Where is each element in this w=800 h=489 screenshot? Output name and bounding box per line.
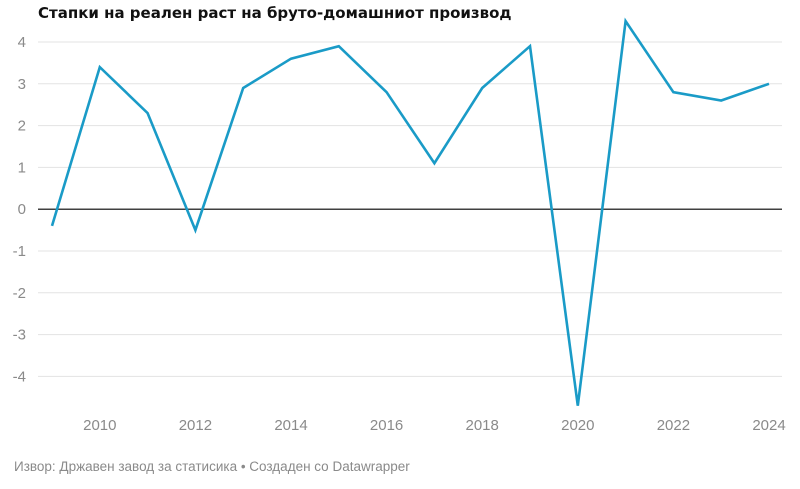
x-tick-label: 2024 xyxy=(752,417,785,434)
x-tick-label: 2018 xyxy=(466,417,499,434)
data-points xyxy=(51,21,770,406)
y-tick-label: -1 xyxy=(13,243,26,260)
x-tick-label: 2022 xyxy=(657,417,690,434)
y-tick-label: -2 xyxy=(13,285,26,302)
chart-title: Стапки на реален раст на бруто-домашниот… xyxy=(38,4,512,22)
y-tick-label: 1 xyxy=(18,159,26,176)
y-tick-label: -3 xyxy=(13,327,26,344)
x-axis-tick-labels: 2010 2012 2014 2016 2018 2020 2022 2024 xyxy=(83,417,786,434)
y-tick-label: 4 xyxy=(18,34,26,51)
x-tick-label: 2016 xyxy=(370,417,403,434)
x-tick-label: 2014 xyxy=(274,417,307,434)
x-tick-label: 2010 xyxy=(83,417,116,434)
y-axis-tick-labels: 4 3 2 1 0 -1 -2 -3 -4 xyxy=(13,34,26,385)
y-tick-label: 0 xyxy=(18,201,26,218)
x-tick-label: 2012 xyxy=(179,417,212,434)
y-tick-label: -4 xyxy=(13,368,26,385)
source-credit: Извор: Државен завод за статисика • Созд… xyxy=(14,459,410,474)
y-tick-label: 3 xyxy=(18,76,26,93)
series-line xyxy=(50,17,770,406)
y-tick-label: 2 xyxy=(18,118,26,135)
series-lines xyxy=(50,17,770,406)
x-tick-label: 2020 xyxy=(561,417,594,434)
